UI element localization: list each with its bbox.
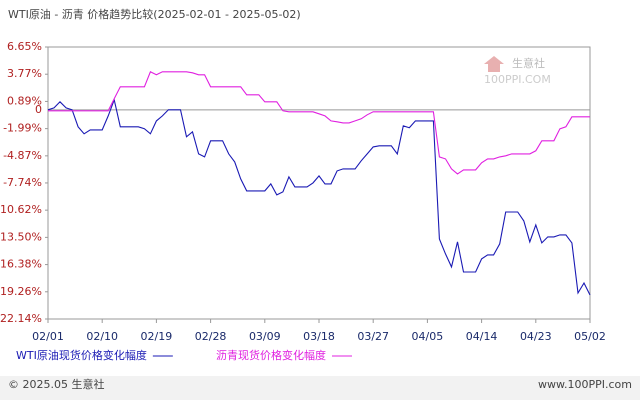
footer-left: © 2025.05 生意社 [8,377,104,391]
y-tick-label: -1.99% [3,122,42,135]
y-tick-label: -13.50% [0,230,42,243]
series-line [48,71,590,175]
legend-label: WTI原油现货价格变化幅度 [16,348,147,362]
watermark-name: 生意社 [512,56,545,70]
y-tick-label: 6.65% [7,40,42,53]
x-tick-label: 03/27 [357,330,389,343]
y-tick-label: 3.77% [7,67,42,80]
footer-right: www.100PPI.com [538,378,632,391]
plot-area [47,46,591,320]
watermark: 生意社 100PPI.COM [484,56,551,86]
x-tick-label: 05/02 [574,330,606,343]
x-tick-label: 02/28 [195,330,227,343]
y-tick-label: -19.26% [0,285,42,298]
y-tick-label: -10.62% [0,203,42,216]
x-tick-label: 04/05 [412,330,444,343]
x-tick-label: 02/01 [32,330,64,343]
x-tick-label: 04/23 [520,330,552,343]
x-tick-label: 03/09 [249,330,281,343]
y-tick-label: -16.38% [0,258,42,271]
watermark-icon [484,56,504,72]
x-tick-label: 02/10 [86,330,118,343]
series-line [47,97,591,296]
footer-bar [0,376,640,400]
legend-label: 沥青现货价格变化幅度 [216,348,326,362]
x-tick-label: 02/19 [141,330,173,343]
y-tick-label: -4.87% [3,149,42,162]
x-tick-label: 04/14 [466,330,498,343]
y-tick-label: 0.89% [7,94,42,107]
watermark-site: 100PPI.COM [484,73,551,86]
chart-title: WTI原油 - 沥青 价格趋势比较(2025-02-01 - 2025-05-0… [8,7,301,21]
y-tick-label: 0 [35,103,42,116]
x-tick-label: 03/18 [303,330,335,343]
y-tick-label: -22.14% [0,312,42,325]
y-tick-label: -7.74% [3,176,42,189]
